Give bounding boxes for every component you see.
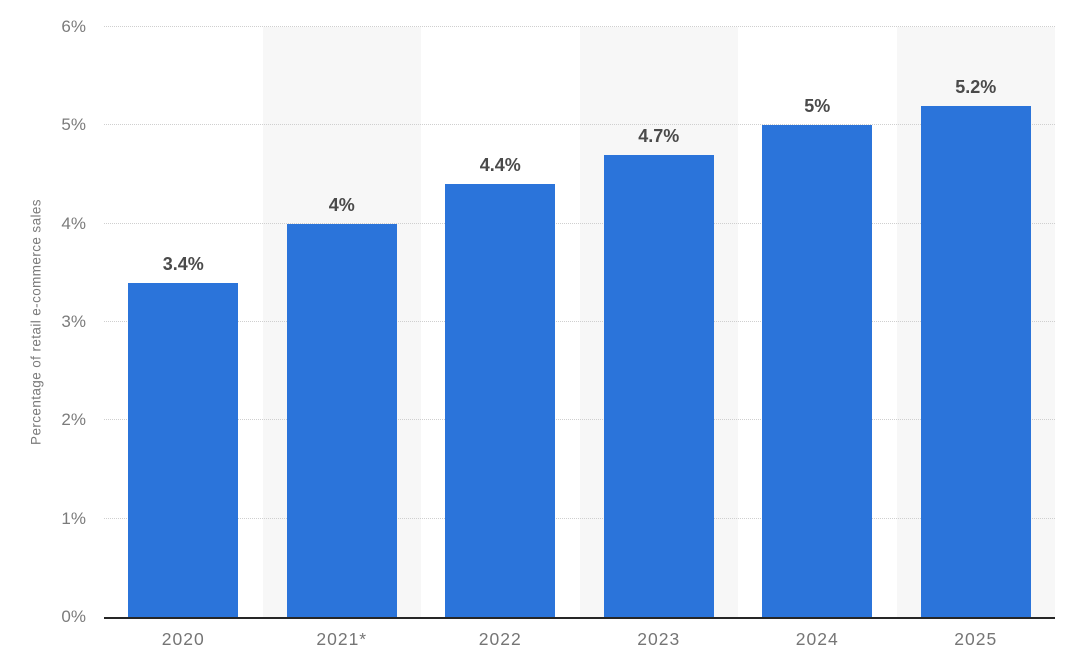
x-tick-label: 2022 bbox=[478, 629, 522, 649]
y-tick-label: 6% bbox=[61, 17, 86, 36]
bar-2023[interactable] bbox=[603, 154, 714, 617]
gridline bbox=[104, 321, 1055, 322]
y-tick-label: 3% bbox=[61, 312, 86, 331]
bar-2020[interactable] bbox=[128, 282, 239, 617]
gridline bbox=[104, 26, 1055, 27]
y-tick-label: 2% bbox=[61, 410, 86, 430]
bar-2022[interactable] bbox=[445, 184, 556, 617]
gridline bbox=[104, 419, 1055, 421]
bar-2021[interactable] bbox=[286, 223, 397, 617]
x-tick-label: 2021* bbox=[316, 629, 368, 649]
gridline bbox=[104, 517, 1055, 519]
y-tick-label: 4% bbox=[61, 213, 86, 233]
value-label: 3.4% bbox=[162, 253, 204, 274]
y-tick-label: 5% bbox=[61, 115, 86, 135]
value-label: 5.2% bbox=[955, 76, 997, 97]
x-tick-label: 2024 bbox=[795, 629, 839, 649]
x-tick-label: 2023 bbox=[637, 629, 681, 649]
y-tick-label: 1% bbox=[61, 508, 86, 528]
x-tick-label: 2020 bbox=[161, 629, 205, 649]
value-label: 4.7% bbox=[638, 125, 680, 146]
x-tick-label: 2025 bbox=[954, 629, 998, 649]
y-tick-label: 0% bbox=[61, 607, 86, 626]
value-label: 5% bbox=[804, 96, 831, 117]
plot-area: 3.4% 4% 4.4% 4.7% 5% 5.2% bbox=[104, 26, 1055, 619]
gridline bbox=[104, 222, 1055, 224]
gridline bbox=[104, 124, 1055, 126]
bar-2024[interactable] bbox=[762, 125, 873, 617]
value-label: 4% bbox=[328, 194, 355, 215]
bar-2025[interactable] bbox=[920, 105, 1031, 617]
value-label: 4.4% bbox=[479, 155, 521, 176]
